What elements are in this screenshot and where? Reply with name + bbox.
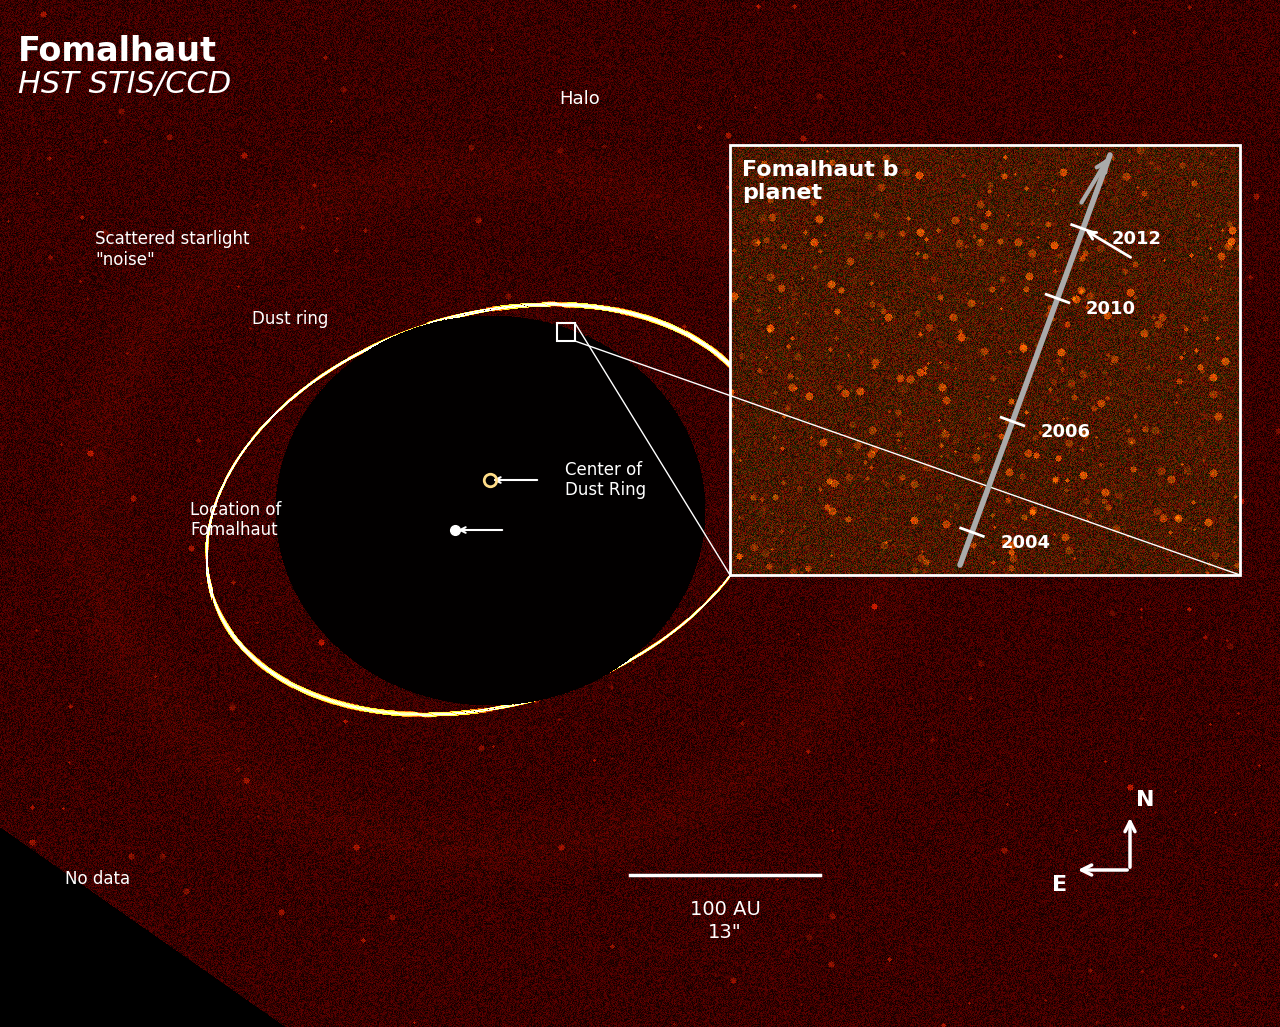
- Text: N: N: [1137, 790, 1155, 810]
- Text: 13": 13": [708, 923, 742, 942]
- Text: Dust ring: Dust ring: [252, 310, 328, 328]
- Text: No data: No data: [65, 870, 131, 888]
- Text: 2004: 2004: [1000, 533, 1050, 551]
- Bar: [730, 145, 1240, 575]
- Text: Halo: Halo: [559, 90, 600, 108]
- Text: Center of
Dust Ring: Center of Dust Ring: [564, 460, 646, 499]
- Text: 100 AU: 100 AU: [690, 900, 760, 919]
- Text: 2006: 2006: [1041, 423, 1091, 441]
- Text: Fomalhaut b
planet: Fomalhaut b planet: [742, 160, 899, 203]
- Text: 2010: 2010: [1085, 300, 1135, 317]
- Text: Fomalhaut: Fomalhaut: [18, 35, 218, 68]
- Text: 2012: 2012: [1111, 230, 1161, 249]
- Text: E: E: [1052, 875, 1068, 895]
- Text: Scattered starlight
"noise": Scattered starlight "noise": [95, 230, 250, 269]
- Bar: [557, 324, 575, 341]
- Text: HST STIS/CCD: HST STIS/CCD: [18, 70, 232, 99]
- Text: Location of
Fomalhaut: Location of Fomalhaut: [189, 500, 282, 539]
